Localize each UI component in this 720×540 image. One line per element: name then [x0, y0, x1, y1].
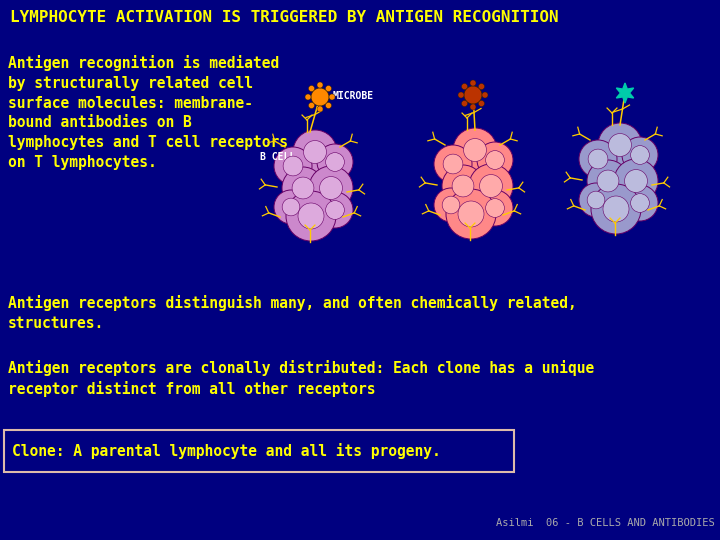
Circle shape: [469, 164, 513, 208]
Circle shape: [329, 94, 335, 100]
Circle shape: [477, 190, 513, 226]
Circle shape: [325, 85, 331, 91]
Circle shape: [309, 166, 353, 210]
Circle shape: [443, 154, 463, 174]
Circle shape: [434, 188, 468, 222]
Circle shape: [462, 84, 467, 90]
Circle shape: [274, 147, 312, 185]
Circle shape: [283, 156, 303, 176]
Circle shape: [588, 191, 605, 209]
Circle shape: [282, 198, 300, 216]
Circle shape: [579, 183, 613, 217]
Circle shape: [453, 128, 497, 172]
Circle shape: [479, 84, 485, 90]
Circle shape: [317, 144, 353, 180]
Text: LYMPHOCYTE ACTIVATION IS TRIGGERED BY ANTIGEN RECOGNITION: LYMPHOCYTE ACTIVATION IS TRIGGERED BY AN…: [10, 10, 559, 25]
Circle shape: [485, 151, 504, 170]
Circle shape: [325, 201, 344, 219]
Circle shape: [608, 133, 631, 157]
Text: B CELL: B CELL: [260, 152, 295, 162]
Circle shape: [624, 170, 647, 192]
Polygon shape: [616, 83, 634, 103]
Text: Antigen recognition is mediated
by structurally related cell
surface molecules: : Antigen recognition is mediated by struc…: [8, 55, 288, 170]
Circle shape: [462, 100, 467, 106]
Circle shape: [458, 201, 484, 227]
Circle shape: [325, 103, 331, 109]
Text: MICROBE: MICROBE: [333, 91, 374, 101]
Circle shape: [622, 137, 658, 173]
Circle shape: [446, 189, 496, 239]
Circle shape: [282, 167, 324, 209]
Circle shape: [311, 88, 329, 106]
Circle shape: [588, 149, 608, 169]
Circle shape: [470, 104, 476, 110]
Circle shape: [325, 153, 344, 171]
Text: Antigen receptors distinguish many, and often chemically related,
structures.: Antigen receptors distinguish many, and …: [8, 295, 577, 331]
Circle shape: [479, 100, 485, 106]
Circle shape: [597, 170, 619, 192]
Circle shape: [317, 192, 353, 228]
Circle shape: [579, 140, 617, 178]
Circle shape: [482, 92, 488, 98]
Circle shape: [293, 130, 337, 174]
Circle shape: [464, 139, 487, 161]
Circle shape: [587, 160, 629, 202]
Circle shape: [274, 190, 308, 224]
Circle shape: [470, 80, 476, 86]
Circle shape: [464, 86, 482, 104]
Circle shape: [631, 194, 649, 212]
Circle shape: [477, 142, 513, 178]
Circle shape: [308, 85, 315, 91]
Circle shape: [286, 191, 336, 241]
Circle shape: [480, 174, 503, 198]
Circle shape: [598, 123, 642, 167]
Circle shape: [631, 146, 649, 164]
Circle shape: [298, 203, 324, 229]
Circle shape: [614, 159, 658, 203]
Circle shape: [320, 177, 343, 199]
Circle shape: [317, 82, 323, 88]
Circle shape: [305, 94, 311, 100]
Circle shape: [622, 185, 658, 221]
Text: Antigen receptors are clonally distributed: Each clone has a unique
receptor dis: Antigen receptors are clonally distribut…: [8, 360, 594, 397]
Circle shape: [292, 177, 314, 199]
Circle shape: [603, 196, 629, 222]
Circle shape: [434, 145, 472, 183]
Text: Asilmi  06 - B CELLS AND ANTIBODIES: Asilmi 06 - B CELLS AND ANTIBODIES: [496, 518, 715, 528]
FancyBboxPatch shape: [4, 430, 514, 472]
Circle shape: [442, 196, 460, 214]
Circle shape: [308, 103, 315, 109]
Circle shape: [591, 184, 641, 234]
Text: Clone: A parental lymphocyte and all its progeny.: Clone: A parental lymphocyte and all its…: [12, 443, 441, 459]
Circle shape: [485, 199, 504, 218]
Circle shape: [304, 140, 326, 164]
Circle shape: [442, 165, 484, 207]
Circle shape: [452, 175, 474, 197]
Circle shape: [458, 92, 464, 98]
Circle shape: [317, 106, 323, 112]
